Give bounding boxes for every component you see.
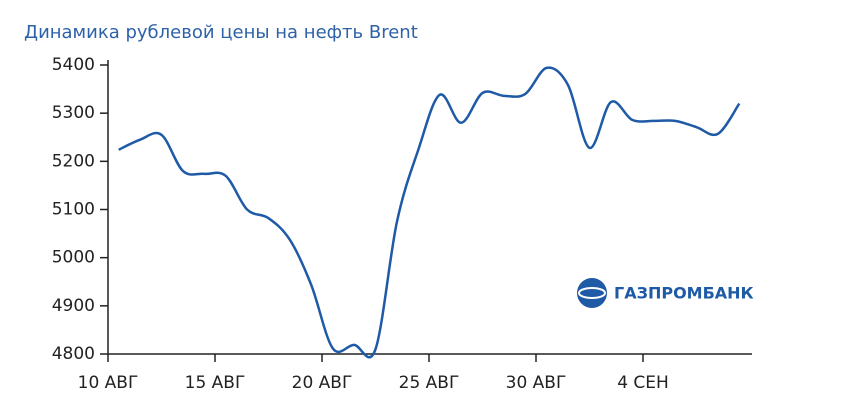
y-tick-label: 5100 bbox=[52, 200, 95, 220]
logo-icon-ring bbox=[578, 287, 606, 299]
x-tick-label: 10 АВГ bbox=[78, 373, 139, 393]
x-tick-label: 30 АВГ bbox=[506, 373, 567, 393]
y-tick-label: 4800 bbox=[52, 344, 95, 364]
y-tick-label: 5300 bbox=[52, 103, 95, 123]
y-tick-label: 5200 bbox=[52, 151, 95, 171]
logo-text: ГАЗПРОМБАНК bbox=[614, 284, 754, 303]
y-tick-label: 5400 bbox=[52, 55, 95, 75]
x-tick-label: 20 АВГ bbox=[292, 373, 353, 393]
x-tick-label: 4 СЕН bbox=[617, 373, 669, 393]
logo: ГАЗПРОМБАНК bbox=[577, 278, 754, 308]
x-tick-label: 25 АВГ bbox=[399, 373, 460, 393]
y-tick-label: 4900 bbox=[52, 296, 95, 316]
x-tick-label: 15 АВГ bbox=[185, 373, 246, 393]
y-tick-label: 5000 bbox=[52, 248, 95, 268]
chart-title: Динамика рублевой цены на нефть Brent bbox=[24, 22, 418, 43]
logo-icon bbox=[577, 278, 607, 308]
line bbox=[118, 66, 741, 359]
